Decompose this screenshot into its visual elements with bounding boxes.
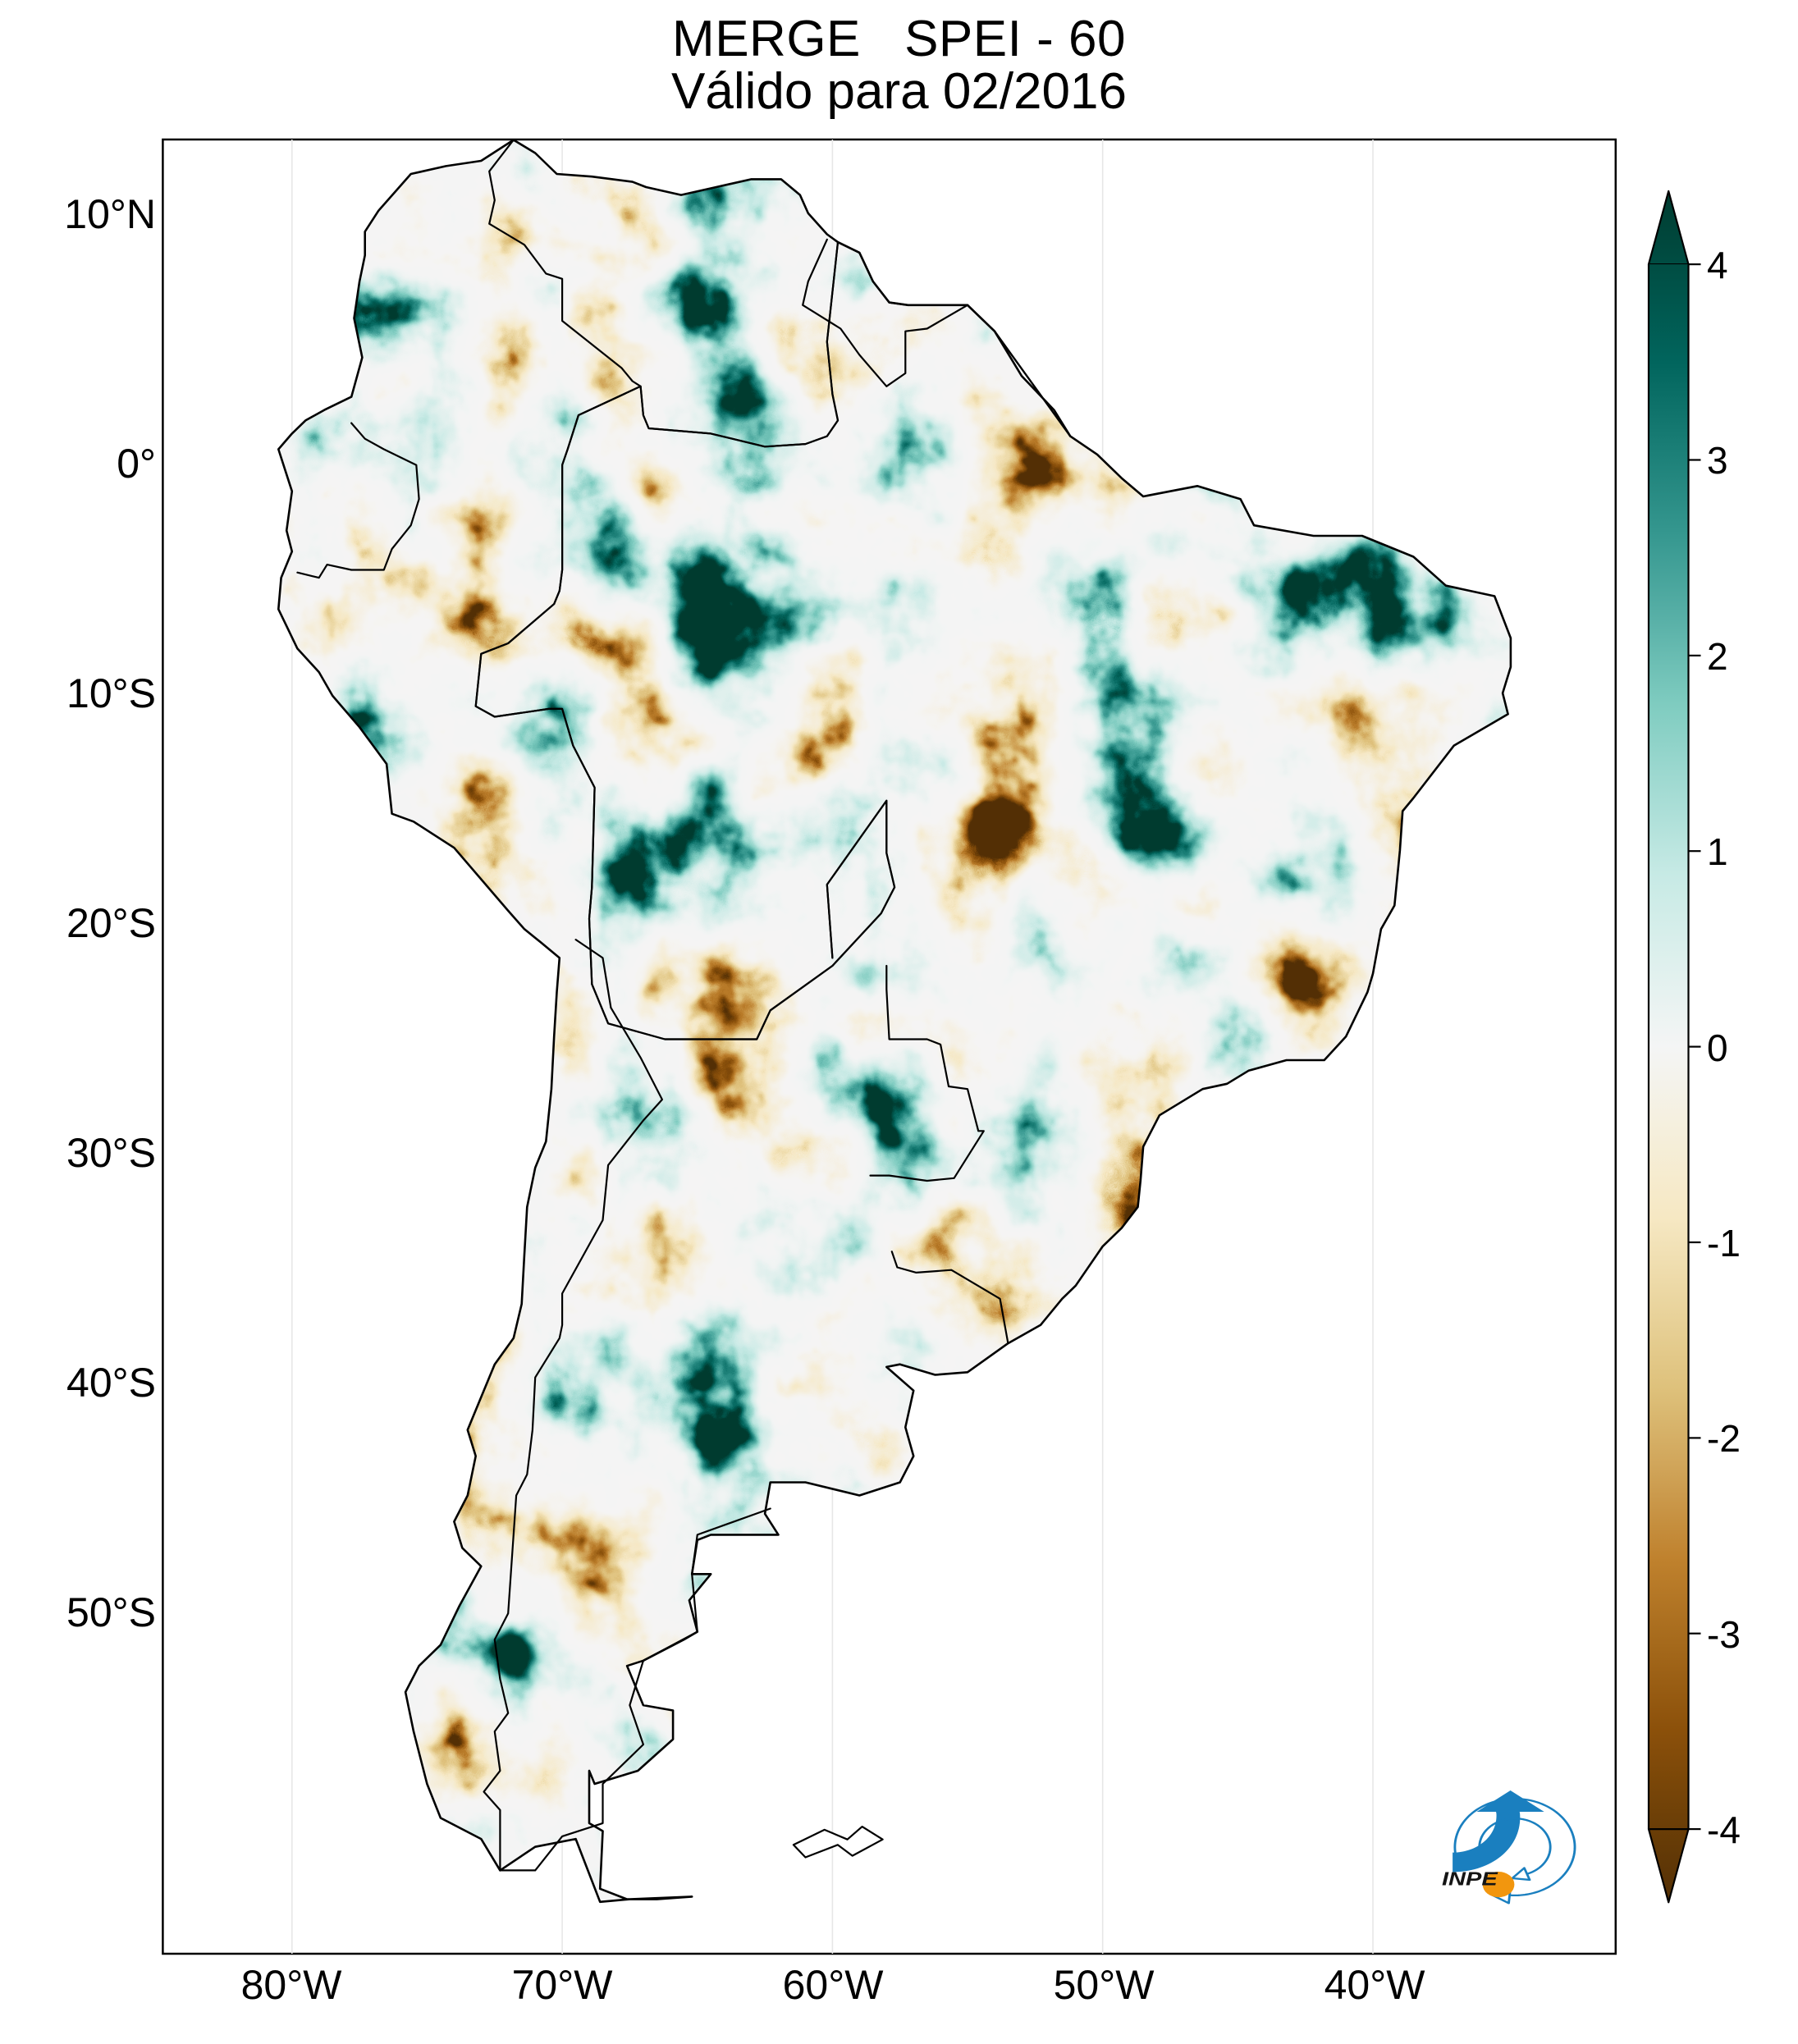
svg-text:INPE: INPE <box>1442 1868 1498 1890</box>
